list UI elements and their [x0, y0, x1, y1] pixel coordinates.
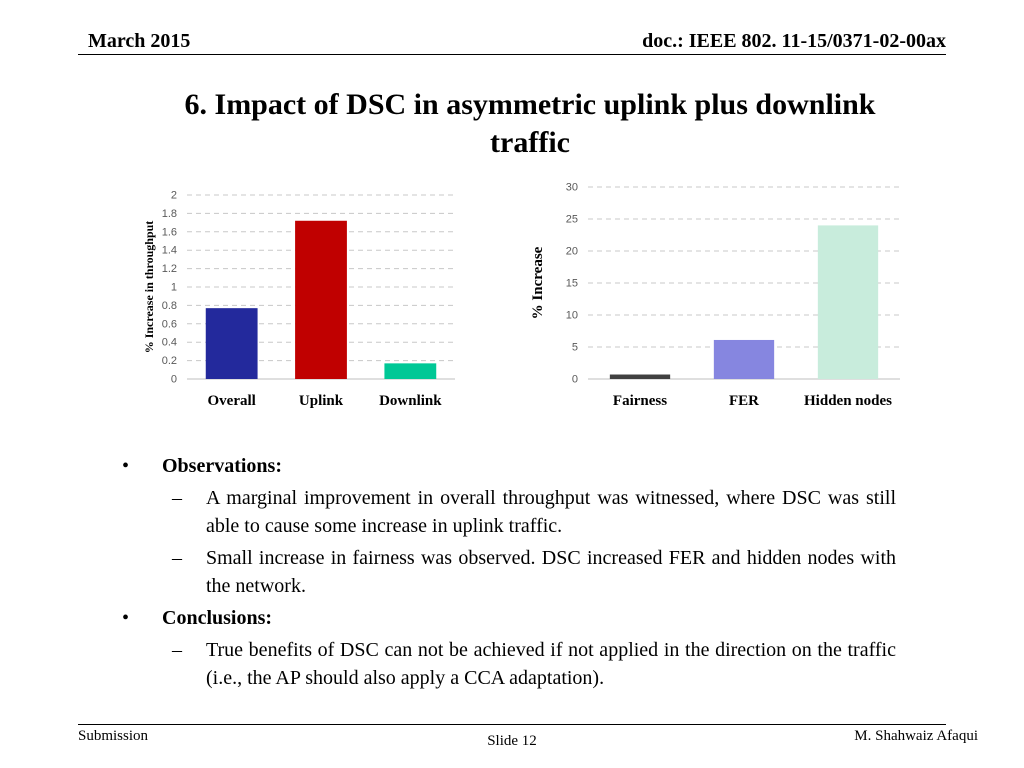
dash-mark: – [172, 487, 182, 509]
x-tick-label: Downlink [379, 393, 442, 409]
y-tick-label: 25 [566, 214, 578, 226]
observation-text: A marginal improvement in overall throug… [206, 487, 896, 537]
conclusions-bullet: • Conclusions: [118, 604, 908, 632]
observation-text: Small increase in fairness was observed.… [206, 547, 896, 597]
y-tick-label: 1.8 [162, 208, 177, 220]
conclusions-label: Conclusions: [162, 607, 273, 629]
y-tick-label: 0.4 [162, 337, 177, 349]
x-tick-label: Fairness [613, 393, 667, 409]
increase-chart-svg: 0 5 10 15 20 25 30 Fairness FER Hidden nodes % Inc… [530, 182, 900, 409]
bar-overall [205, 308, 258, 379]
x-tick-label: Overall [208, 393, 256, 409]
y-tick-label: 1.2 [162, 263, 177, 275]
conclusion-item: – True benefits of DSC can not be achiev… [118, 636, 908, 692]
dash-mark: – [172, 639, 182, 661]
x-tick-label: Uplink [299, 393, 344, 409]
y-tick-label: 0.8 [162, 300, 177, 312]
observation-item: – A marginal improvement in overall thro… [118, 484, 908, 540]
slide-title: 6. Impact of DSC in asymmetric uplink pl… [150, 86, 910, 162]
slide-body: • Observations: – A marginal improvement… [118, 452, 908, 696]
throughput-chart-svg: 0 0.2 0.4 0.6 0.8 1 1.2 1.4 1.6 1.8 2 Overall Uplink… [142, 190, 455, 409]
dash-mark: – [172, 547, 182, 569]
y-tick-label: 1 [171, 282, 177, 294]
footer-submission: Submission [78, 728, 149, 744]
bar-hidden-nodes [817, 225, 879, 379]
y-axis-label: % Increase in throughput [142, 221, 156, 354]
y-tick-label: 10 [566, 310, 578, 322]
y-tick-label: 0 [171, 374, 177, 386]
bar-uplink [295, 220, 347, 379]
y-tick-label: 0.2 [162, 355, 177, 367]
header-date: March 2015 [88, 30, 191, 52]
y-tick-label: 5 [572, 342, 578, 354]
header-doc-id: doc.: IEEE 802. 11-15/0371-02-00ax [642, 30, 946, 52]
y-tick-label: 0 [572, 374, 578, 386]
bar-fer [713, 339, 775, 379]
bar-fairness [609, 374, 671, 379]
slide-title-line-1: 6. Impact of DSC in asymmetric uplink pl… [184, 88, 876, 121]
y-tick-label: 1.6 [162, 226, 177, 238]
y-tick-label: 2 [171, 190, 177, 202]
conclusion-text: True benefits of DSC can not be achieved… [206, 639, 896, 689]
slide-title-line-2: traffic [490, 126, 570, 159]
header-rule [78, 54, 946, 55]
x-tick-label: Hidden nodes [804, 393, 892, 409]
y-axis-label: % Increase [530, 246, 546, 319]
increase-chart: 0 5 10 15 20 25 30 Fairness FER Hidden nodes % Inc… [520, 172, 915, 417]
observations-label: Observations: [162, 455, 282, 477]
bar-downlink [384, 363, 437, 379]
bullet-mark: • [122, 455, 130, 477]
footer-rule [78, 724, 946, 725]
bullet-mark: • [122, 607, 130, 629]
y-tick-label: 15 [566, 278, 578, 290]
observation-item: – Small increase in fairness was observe… [118, 544, 908, 600]
observations-bullet: • Observations: [118, 452, 908, 480]
throughput-chart: 0 0.2 0.4 0.6 0.8 1 1.2 1.4 1.6 1.8 2 Overall Uplink… [135, 172, 465, 417]
x-tick-label: FER [729, 393, 759, 409]
y-tick-label: 20 [566, 246, 578, 258]
footer-slide-number: Slide 12 [487, 733, 537, 749]
y-tick-label: 30 [566, 182, 578, 194]
y-tick-label: 0.6 [162, 318, 177, 330]
footer-author: M. Shahwaiz Afaqui [854, 728, 978, 744]
y-tick-label: 1.4 [162, 245, 177, 257]
